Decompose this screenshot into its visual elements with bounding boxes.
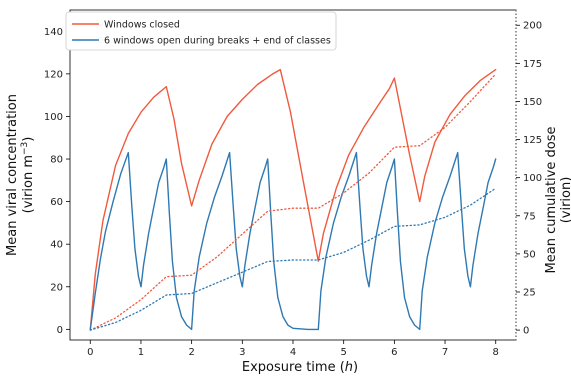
y-left-tick-label: 80 [50, 155, 63, 166]
y-right-tick-label: 150 [523, 97, 542, 108]
y-left-tick-label: 60 [50, 197, 63, 208]
axis-layer: 0 1 2 3 4 5 6 7 80204060801001201400255075100125… [44, 10, 542, 358]
x-tick-label: 7 [442, 347, 448, 358]
x-tick-label: 6 [391, 347, 397, 358]
x-tick-label: 1 [138, 347, 144, 358]
y-left-tick-label: 0 [57, 325, 63, 336]
y-left-tick-label: 40 [50, 240, 63, 251]
legend: Windows closed 6 windows open during bre… [65, 11, 337, 51]
y-right-tick-label: 25 [523, 287, 536, 298]
y-left-tick-label: 20 [50, 282, 63, 293]
y-left-tick-label: 120 [44, 69, 63, 80]
x-axis-label: Exposure time (h) [242, 360, 358, 375]
x-tick-label: 4 [290, 347, 296, 358]
x-tick-label: 2 [188, 347, 194, 358]
y-right-tick-label: 100 [523, 173, 542, 184]
x-tick-label: 8 [493, 347, 499, 358]
y-right-tick-label: 200 [523, 21, 542, 32]
legend-label-windows-closed: Windows closed [104, 20, 180, 31]
y-right-tick-label: 125 [523, 135, 542, 146]
y-axis-left-unit: (virion m−3) [20, 137, 36, 214]
series-line-1 [89, 151, 497, 331]
series-layer [89, 68, 497, 331]
legend-box [65, 11, 337, 51]
y-axis-right-unit: (virion) [559, 177, 571, 224]
series-line-2 [89, 73, 497, 331]
series-line-0 [89, 68, 497, 331]
x-tick-label: 0 [87, 347, 93, 358]
y-left-tick-label: 140 [44, 27, 63, 38]
y-right-tick-label: 175 [523, 59, 542, 70]
y-left-tick-label: 100 [44, 112, 63, 123]
series-line-3 [89, 187, 497, 331]
y-right-tick-label: 75 [523, 211, 536, 222]
y-axis-right-label: Mean cumulative dose [544, 127, 559, 274]
y-right-tick-label: 0 [523, 326, 529, 337]
y-right-tick-label: 50 [523, 249, 536, 260]
y-axis-left-label: Mean viral concentration [5, 94, 20, 256]
x-tick-label: 5 [340, 347, 346, 358]
legend-label-windows-open: 6 windows open during breaks + end of cl… [104, 36, 331, 47]
x-tick-label: 3 [239, 347, 245, 358]
